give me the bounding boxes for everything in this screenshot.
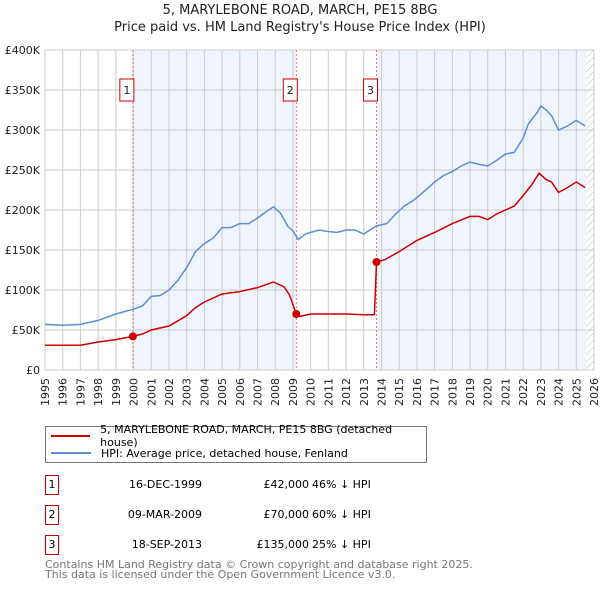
sale-hpi: 46% ↓ HPI: [312, 478, 371, 491]
legend-label: HPI: Average price, detached house, Fenl…: [101, 446, 348, 460]
sale-marker-box: [363, 78, 379, 102]
x-tick-label: 2007: [252, 378, 265, 406]
footer: Contains HM Land Registry data © Crown c…: [45, 558, 473, 581]
sale-number: 3: [45, 535, 59, 555]
x-tick-label: 1995: [39, 378, 52, 406]
x-tick-label: 2016: [411, 378, 424, 406]
chart-subtitle: Price paid vs. HM Land Registry's House …: [114, 20, 486, 35]
y-tick-label: £0: [26, 364, 40, 377]
sale-marker-label: 2: [287, 84, 294, 97]
x-tick-label: 2001: [145, 378, 158, 406]
x-tick-label: 2013: [358, 378, 371, 406]
y-tick-label: £300K: [5, 124, 41, 137]
sale-date: 18-SEP-2013: [131, 538, 202, 551]
sale-hpi: 25% ↓ HPI: [312, 538, 371, 551]
x-tick-label: 2009: [287, 378, 300, 406]
sale-point: [372, 258, 381, 266]
y-tick-label: £400K: [5, 44, 41, 57]
x-tick-label: 2002: [163, 378, 176, 406]
x-tick-label: 1997: [74, 378, 87, 406]
series-line: [44, 104, 586, 326]
sale-date: 16-DEC-1999: [128, 478, 202, 491]
y-tick-label: £250K: [5, 164, 41, 177]
x-tick-label: 2012: [340, 378, 353, 406]
footer-line: This data is licensed under the Open Gov…: [45, 568, 396, 581]
x-tick-label: 2014: [375, 378, 388, 406]
sale-price: £135,000: [256, 538, 310, 551]
sale-number: 1: [45, 475, 59, 495]
footer-line: Contains HM Land Registry data © Crown c…: [45, 558, 473, 571]
y-tick-label: £350K: [5, 84, 41, 97]
x-tick-label: 2018: [446, 378, 459, 406]
y-tick-label: £100K: [5, 284, 41, 297]
sale-marker-box: [282, 78, 298, 102]
sale-number: 2: [45, 505, 59, 525]
sale-marker-label: 1: [123, 84, 130, 97]
table-row: 2 09-MAR-2009 £70,000 60% ↓ HPI: [45, 505, 445, 525]
x-tick-label: 2017: [429, 378, 442, 406]
sale-marker-label: 3: [367, 84, 374, 97]
x-tick-label: 2015: [393, 378, 406, 406]
x-tick-label: 2011: [322, 378, 335, 406]
table-row: 1 16-DEC-1999 £42,000 46% ↓ HPI: [45, 475, 445, 495]
x-tick-label: 2003: [181, 378, 194, 406]
x-tick-label: 2020: [482, 378, 495, 406]
x-tick-label: 2019: [464, 378, 477, 406]
legend: 5, MARYLEBONE ROAD, MARCH, PE15 8BG (det…: [45, 423, 427, 463]
x-tick-label: 2006: [234, 378, 247, 406]
x-tick-label: 1996: [57, 378, 70, 406]
x-tick-label: 2008: [269, 378, 282, 406]
chart-title: 5, MARYLEBONE ROAD, MARCH, PE15 8BG: [162, 3, 438, 18]
sale-point: [128, 332, 137, 341]
x-tick-label: 2026: [588, 378, 600, 406]
table-row: 3 18-SEP-2013 £135,000 25% ↓ HPI: [45, 535, 445, 555]
x-tick-label: 2000: [128, 378, 141, 406]
price-chart: 1995 1996 1997 1998 1999 2000 2001 2002 2003 2004…: [5, 44, 600, 406]
x-tick-label: 2010: [305, 378, 318, 406]
x-tick-label: 2022: [517, 378, 530, 406]
x-tick-label: 1998: [92, 378, 105, 406]
x-tick-label: 2021: [499, 378, 512, 406]
y-tick-label: £150K: [5, 244, 41, 257]
sale-marker-box: [119, 78, 135, 102]
x-tick-label: 2024: [553, 378, 566, 406]
sale-price: £42,000: [263, 478, 310, 491]
legend-item-hpi: HPI: Average price, detached house, Fenl…: [51, 445, 348, 461]
sale-point: [292, 310, 301, 318]
sale-date: 09-MAR-2009: [127, 508, 202, 521]
legend-item-property: 5, MARYLEBONE ROAD, MARCH, PE15 8BG (det…: [51, 423, 426, 449]
x-tick-label: 2004: [198, 378, 211, 406]
legend-label: 5, MARYLEBONE ROAD, MARCH, PE15 8BG (det…: [100, 423, 393, 449]
blue-line-icon: [51, 452, 91, 454]
x-tick-label: 1999: [110, 378, 123, 406]
y-tick-label: £200K: [5, 204, 41, 217]
sale-price: £70,000: [263, 508, 310, 521]
y-tick-label: £50K: [12, 324, 41, 337]
x-tick-label: 2023: [535, 378, 548, 406]
red-line-icon: [51, 435, 91, 437]
x-tick-label: 2025: [570, 378, 583, 406]
x-tick-label: 2005: [216, 378, 229, 406]
series-line: [45, 172, 586, 346]
sale-hpi: 60% ↓ HPI: [312, 508, 371, 521]
